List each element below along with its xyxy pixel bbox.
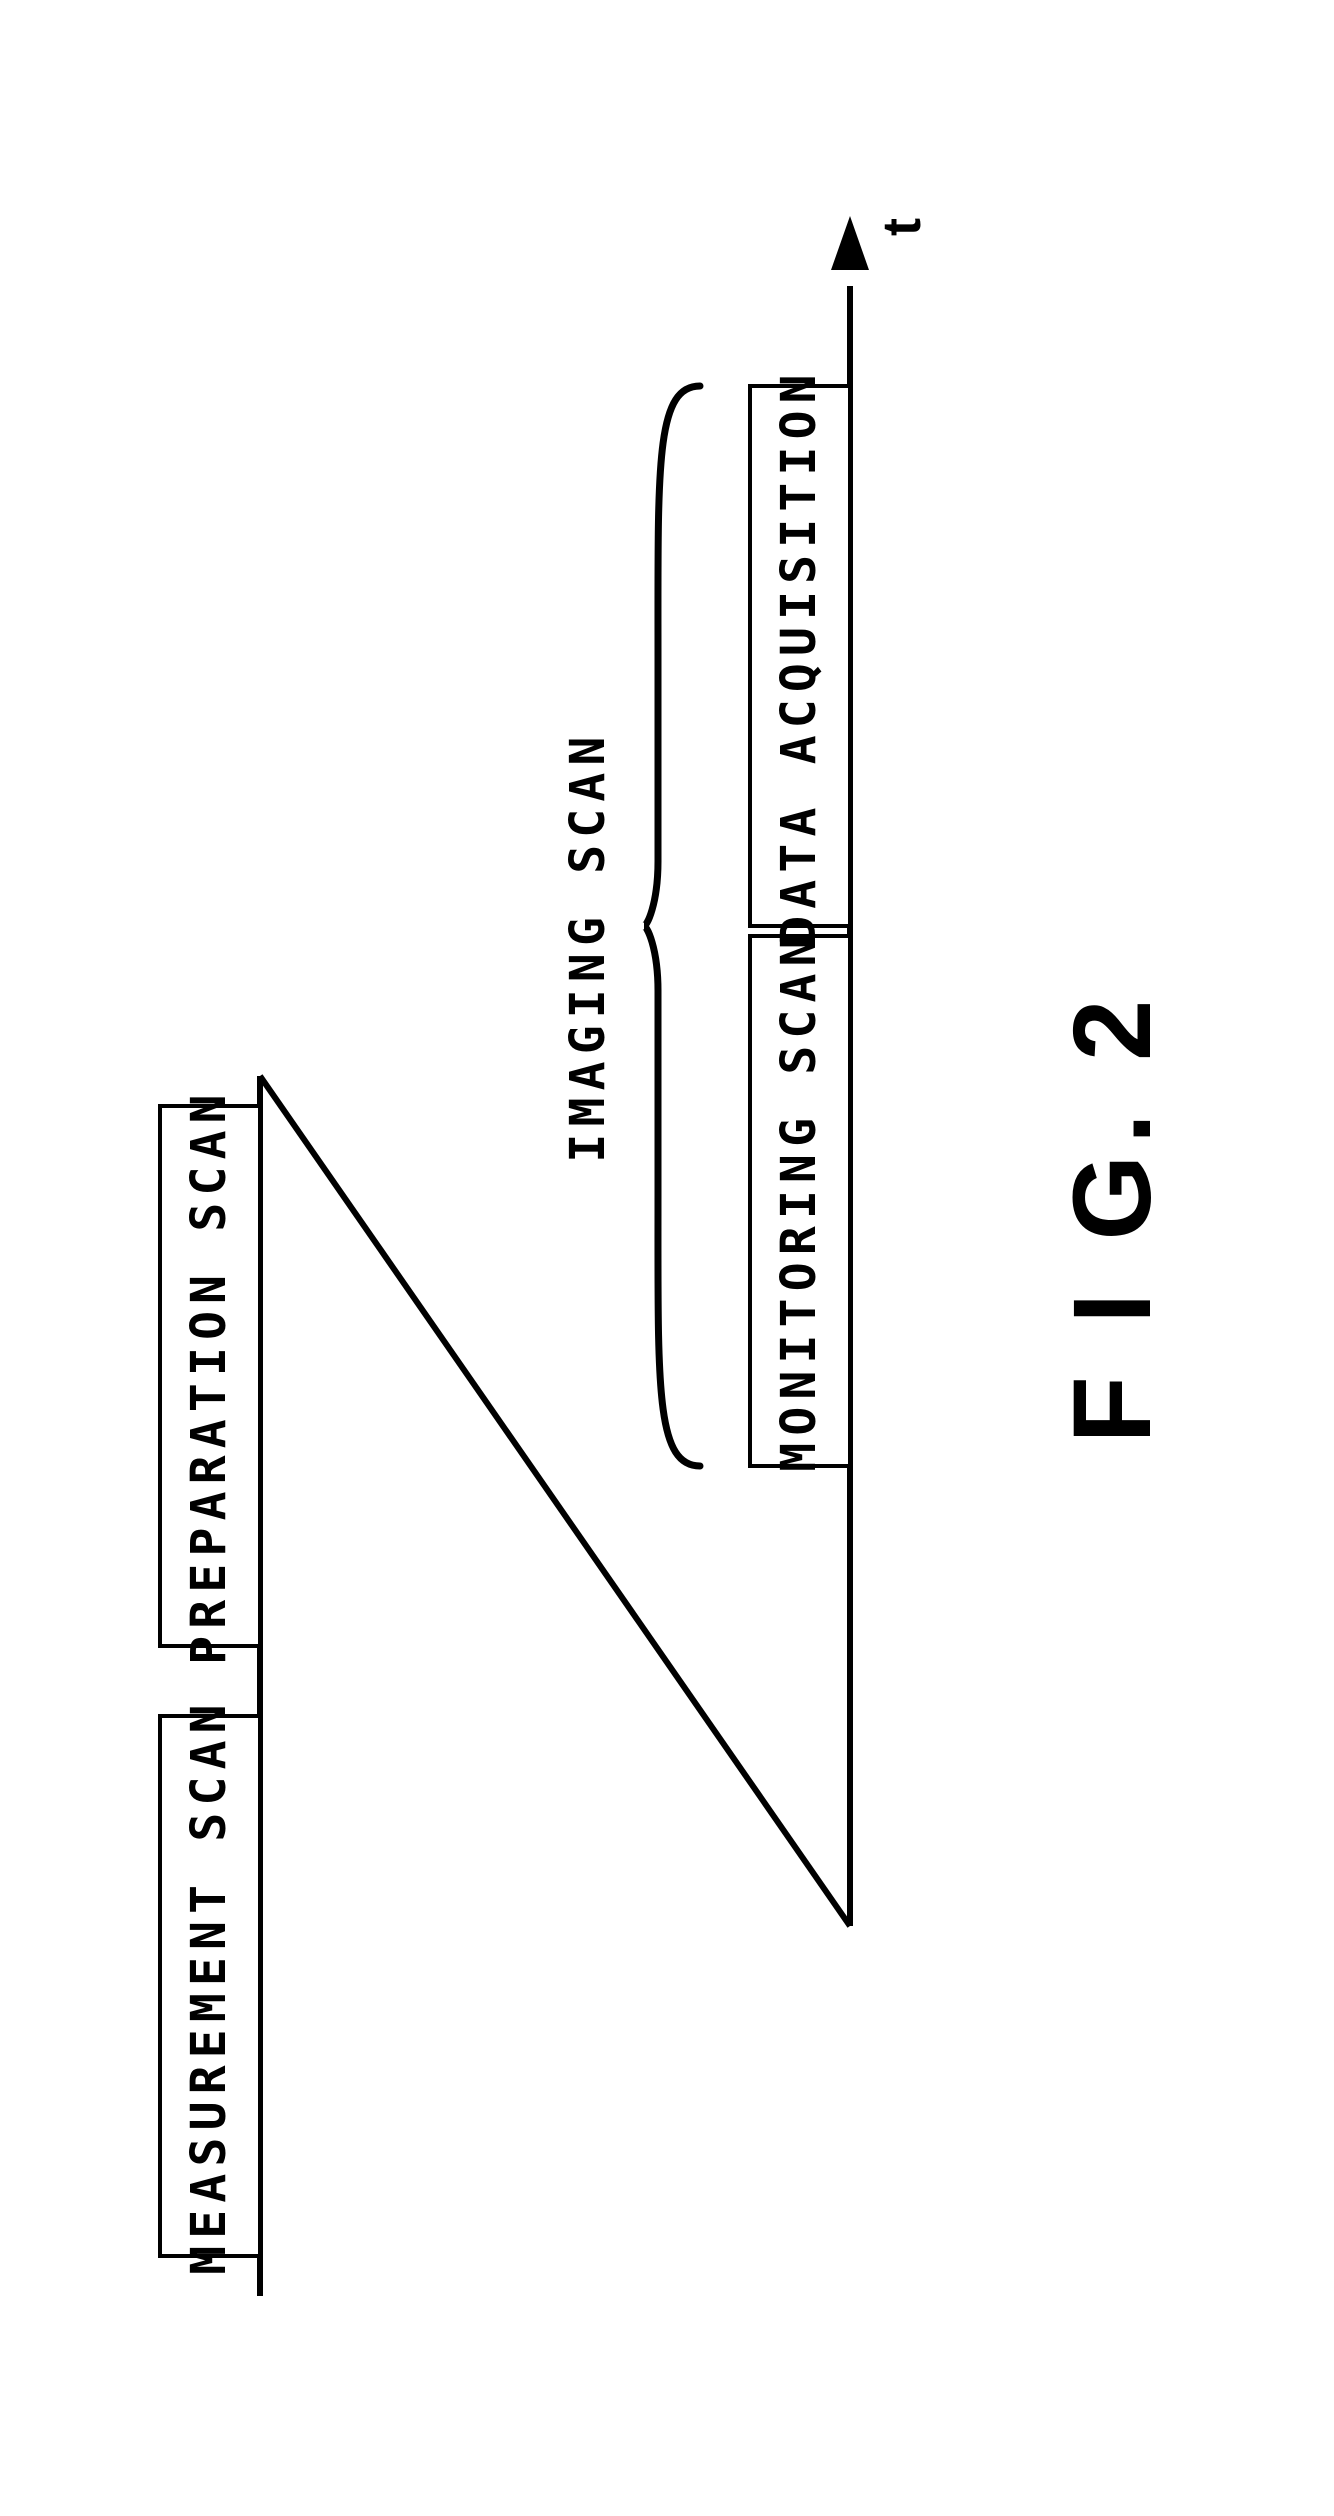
measurement-label: MEASUREMENT SCAN [181, 1697, 237, 2275]
time-axis-label: t [872, 218, 932, 236]
time-axis-arrowhead-icon [831, 216, 869, 270]
acquisition-label: DATA ACQUISITION [771, 367, 827, 945]
diagram-canvas: MEASUREMENT SCAN PREPARATION SCAN MONITORI… [0, 0, 1334, 2516]
imaging-scan-label: IMAGING SCAN [560, 729, 616, 1162]
figure-label: F I G. 2 [1051, 989, 1174, 1444]
monitoring-label: MONITORING SCAN [771, 930, 827, 1471]
preparation-label: PREPARATION SCAN [181, 1087, 237, 1665]
imaging-scan-brace-icon [644, 386, 700, 1466]
diagram-svg: MEASUREMENT SCAN PREPARATION SCAN MONITORI… [0, 0, 1334, 2516]
